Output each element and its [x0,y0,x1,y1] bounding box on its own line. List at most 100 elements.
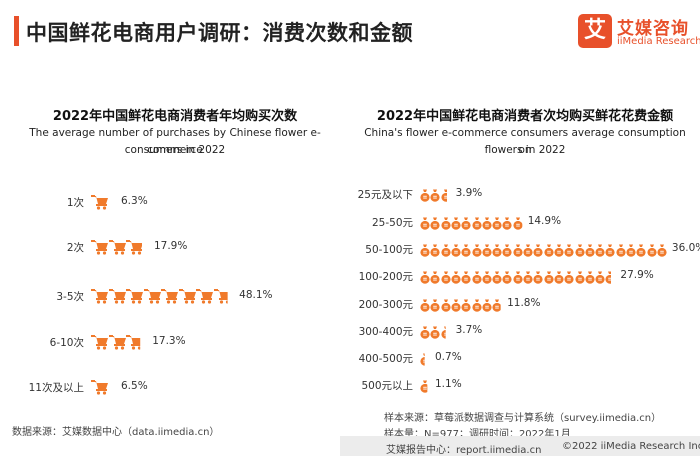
money-bag-icon [574,269,585,288]
right-chart-subtitle-line2: flowers in 2022 [484,144,566,156]
shopping-cart-icon [91,239,109,259]
money-bag-icon [533,269,543,288]
money-bag-icon [440,187,451,206]
money-bag-icon [430,269,440,288]
right-value-label: 11.8% [507,297,541,309]
right-chart-subtitle-line1: China's flower e-commerce consumers aver… [364,127,686,156]
left-value-label: 48.1% [239,289,273,301]
money-bag-icon [574,242,585,261]
shopping-cart-icon [108,288,127,308]
right-category-label: 300-400元 [358,326,413,338]
money-bag-icon [595,242,605,261]
money-bag-icon [451,269,461,288]
right-category-label: 400-500元 [358,353,413,365]
money-bag-icon [646,242,657,261]
money-bag-icon [513,242,523,261]
page-title: 中国鲜花电商用户调研：消费次数和金额 [26,21,413,45]
money-bag-icon [595,269,605,288]
left-chart-title: 2022年中国鲜花电商消费者年均购买次数 [52,109,298,124]
money-bag-icon [430,297,440,316]
shopping-cart-icon [126,334,144,354]
right-value-label: 27.9% [620,269,654,281]
money-bag-icon [626,242,636,261]
shopping-cart-icon [126,239,144,259]
shopping-cart-icon [143,288,162,308]
money-bag-icon [471,269,482,288]
money-bag-icon [451,242,461,261]
money-bag-icon [420,215,430,234]
money-bag-icon [605,269,615,288]
money-bag-icon [502,269,512,288]
money-bag-icon [492,242,502,261]
left-category-label: 6-10次 [49,337,84,349]
money-bag-icon [482,215,492,234]
shopping-cart-icon [213,288,232,308]
copyright-text: ©2022 iiMedia Research Inc [562,441,700,452]
right-value-label: 0.7% [435,351,462,363]
left-chart-subtitle-line1: The average number of purchases by Chine… [29,127,321,156]
money-bag-icon [420,297,430,316]
money-bag-icon [564,242,574,261]
shopping-cart-icon [126,288,144,308]
shopping-cart-icon [108,239,127,259]
shopping-cart-icon [178,288,197,308]
left-category-label: 1次 [66,197,84,209]
money-bag-icon [543,269,554,288]
right-category-label: 25-50元 [371,217,413,229]
money-bag-icon [513,215,523,234]
bottom-footer-bar [340,436,700,456]
money-bag-icon [492,269,502,288]
left-value-label: 6.5% [121,380,148,392]
money-bag-icon [440,269,451,288]
money-bag-icon [461,242,471,261]
money-bag-icon [461,215,471,234]
title-accent-bar [14,16,19,46]
left-value-label: 17.9% [153,240,188,252]
money-bag-icon [502,242,512,261]
money-bag-icon [430,215,440,234]
money-bag-icon [440,242,451,261]
money-bag-icon [461,297,471,316]
money-bag-icon [564,269,574,288]
sample-source: 样本来源：草莓派数据调查与计算系统（survey.iimedia.cn） [384,413,662,424]
right-value-label: 1.1% [435,378,462,390]
money-bag-icon [513,269,523,288]
money-bag-icon [482,269,492,288]
money-bag-icon [430,187,440,206]
money-bag-icon [420,351,430,370]
logo-english-name: iiMedia Research [617,36,700,47]
money-bag-icon [523,242,533,261]
money-bag-icon [471,297,482,316]
logo-chinese-name: 艾媒咨询 [617,19,689,39]
money-bag-icon [585,269,595,288]
shopping-cart-icon [108,334,127,354]
money-bag-icon [492,297,502,316]
money-bag-icon [451,215,461,234]
left-category-label: 11次及以上 [28,382,84,394]
logo-mark: 艾 [578,14,612,48]
money-bag-icon [554,269,564,288]
left-data-source: 数据来源：艾媒数据中心（data.iimedia.cn） [12,427,220,438]
money-bag-icon [585,242,595,261]
shopping-cart-icon [91,334,109,354]
money-bag-icon [471,242,482,261]
right-value-label: 3.7% [455,324,483,336]
right-value-label: 3.9% [455,187,483,199]
left-value-label: 6.3% [121,195,148,207]
money-bag-icon [636,242,646,261]
money-bag-icon [523,269,533,288]
money-bag-icon [616,242,626,261]
money-bag-icon [543,242,554,261]
right-category-label: 100-200元 [358,271,413,283]
money-bag-icon [461,269,471,288]
shopping-cart-icon [161,288,179,308]
money-bag-icon [420,187,430,206]
money-bag-icon [430,324,440,343]
right-category-label: 500元以上 [361,380,413,392]
money-bag-icon [533,242,543,261]
sample-size: 样本量：N=977；调研时间：2022年1月 [384,429,571,440]
shopping-cart-icon [91,194,109,214]
money-bag-icon [420,378,430,397]
money-bag-icon [554,242,564,261]
money-bag-icon [605,242,615,261]
